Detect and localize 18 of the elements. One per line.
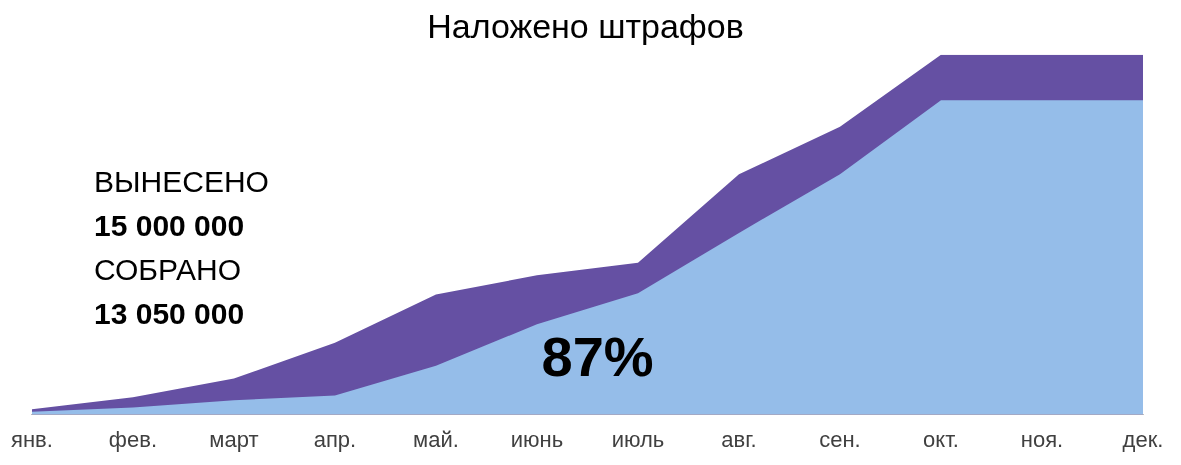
annotation: 87% (541, 325, 654, 389)
x-tick-label: дек. (1122, 426, 1164, 452)
x-tick-label: июнь (510, 426, 564, 452)
x-tick-label: фев. (108, 426, 158, 452)
x-tick-label: март (209, 426, 259, 452)
x-tick-label: апр. (313, 426, 357, 452)
x-tick-label: окт. (923, 426, 959, 452)
x-tick-label: сен. (819, 426, 861, 452)
x-tick-label: ноя. (1020, 426, 1064, 452)
x-tick-label: июль (611, 426, 665, 452)
annotation: 15 000 000 (94, 209, 245, 243)
annotation: СОБРАНО (94, 253, 242, 287)
x-tick-label: янв. (10, 426, 53, 452)
chart-title: Наложено штрафов (427, 6, 744, 45)
x-tick-label: май. (413, 426, 459, 452)
annotation: ВЫНЕСЕНО (94, 165, 269, 199)
x-tick-label: авг. (721, 426, 757, 452)
annotation: 13 050 000 (94, 297, 245, 331)
